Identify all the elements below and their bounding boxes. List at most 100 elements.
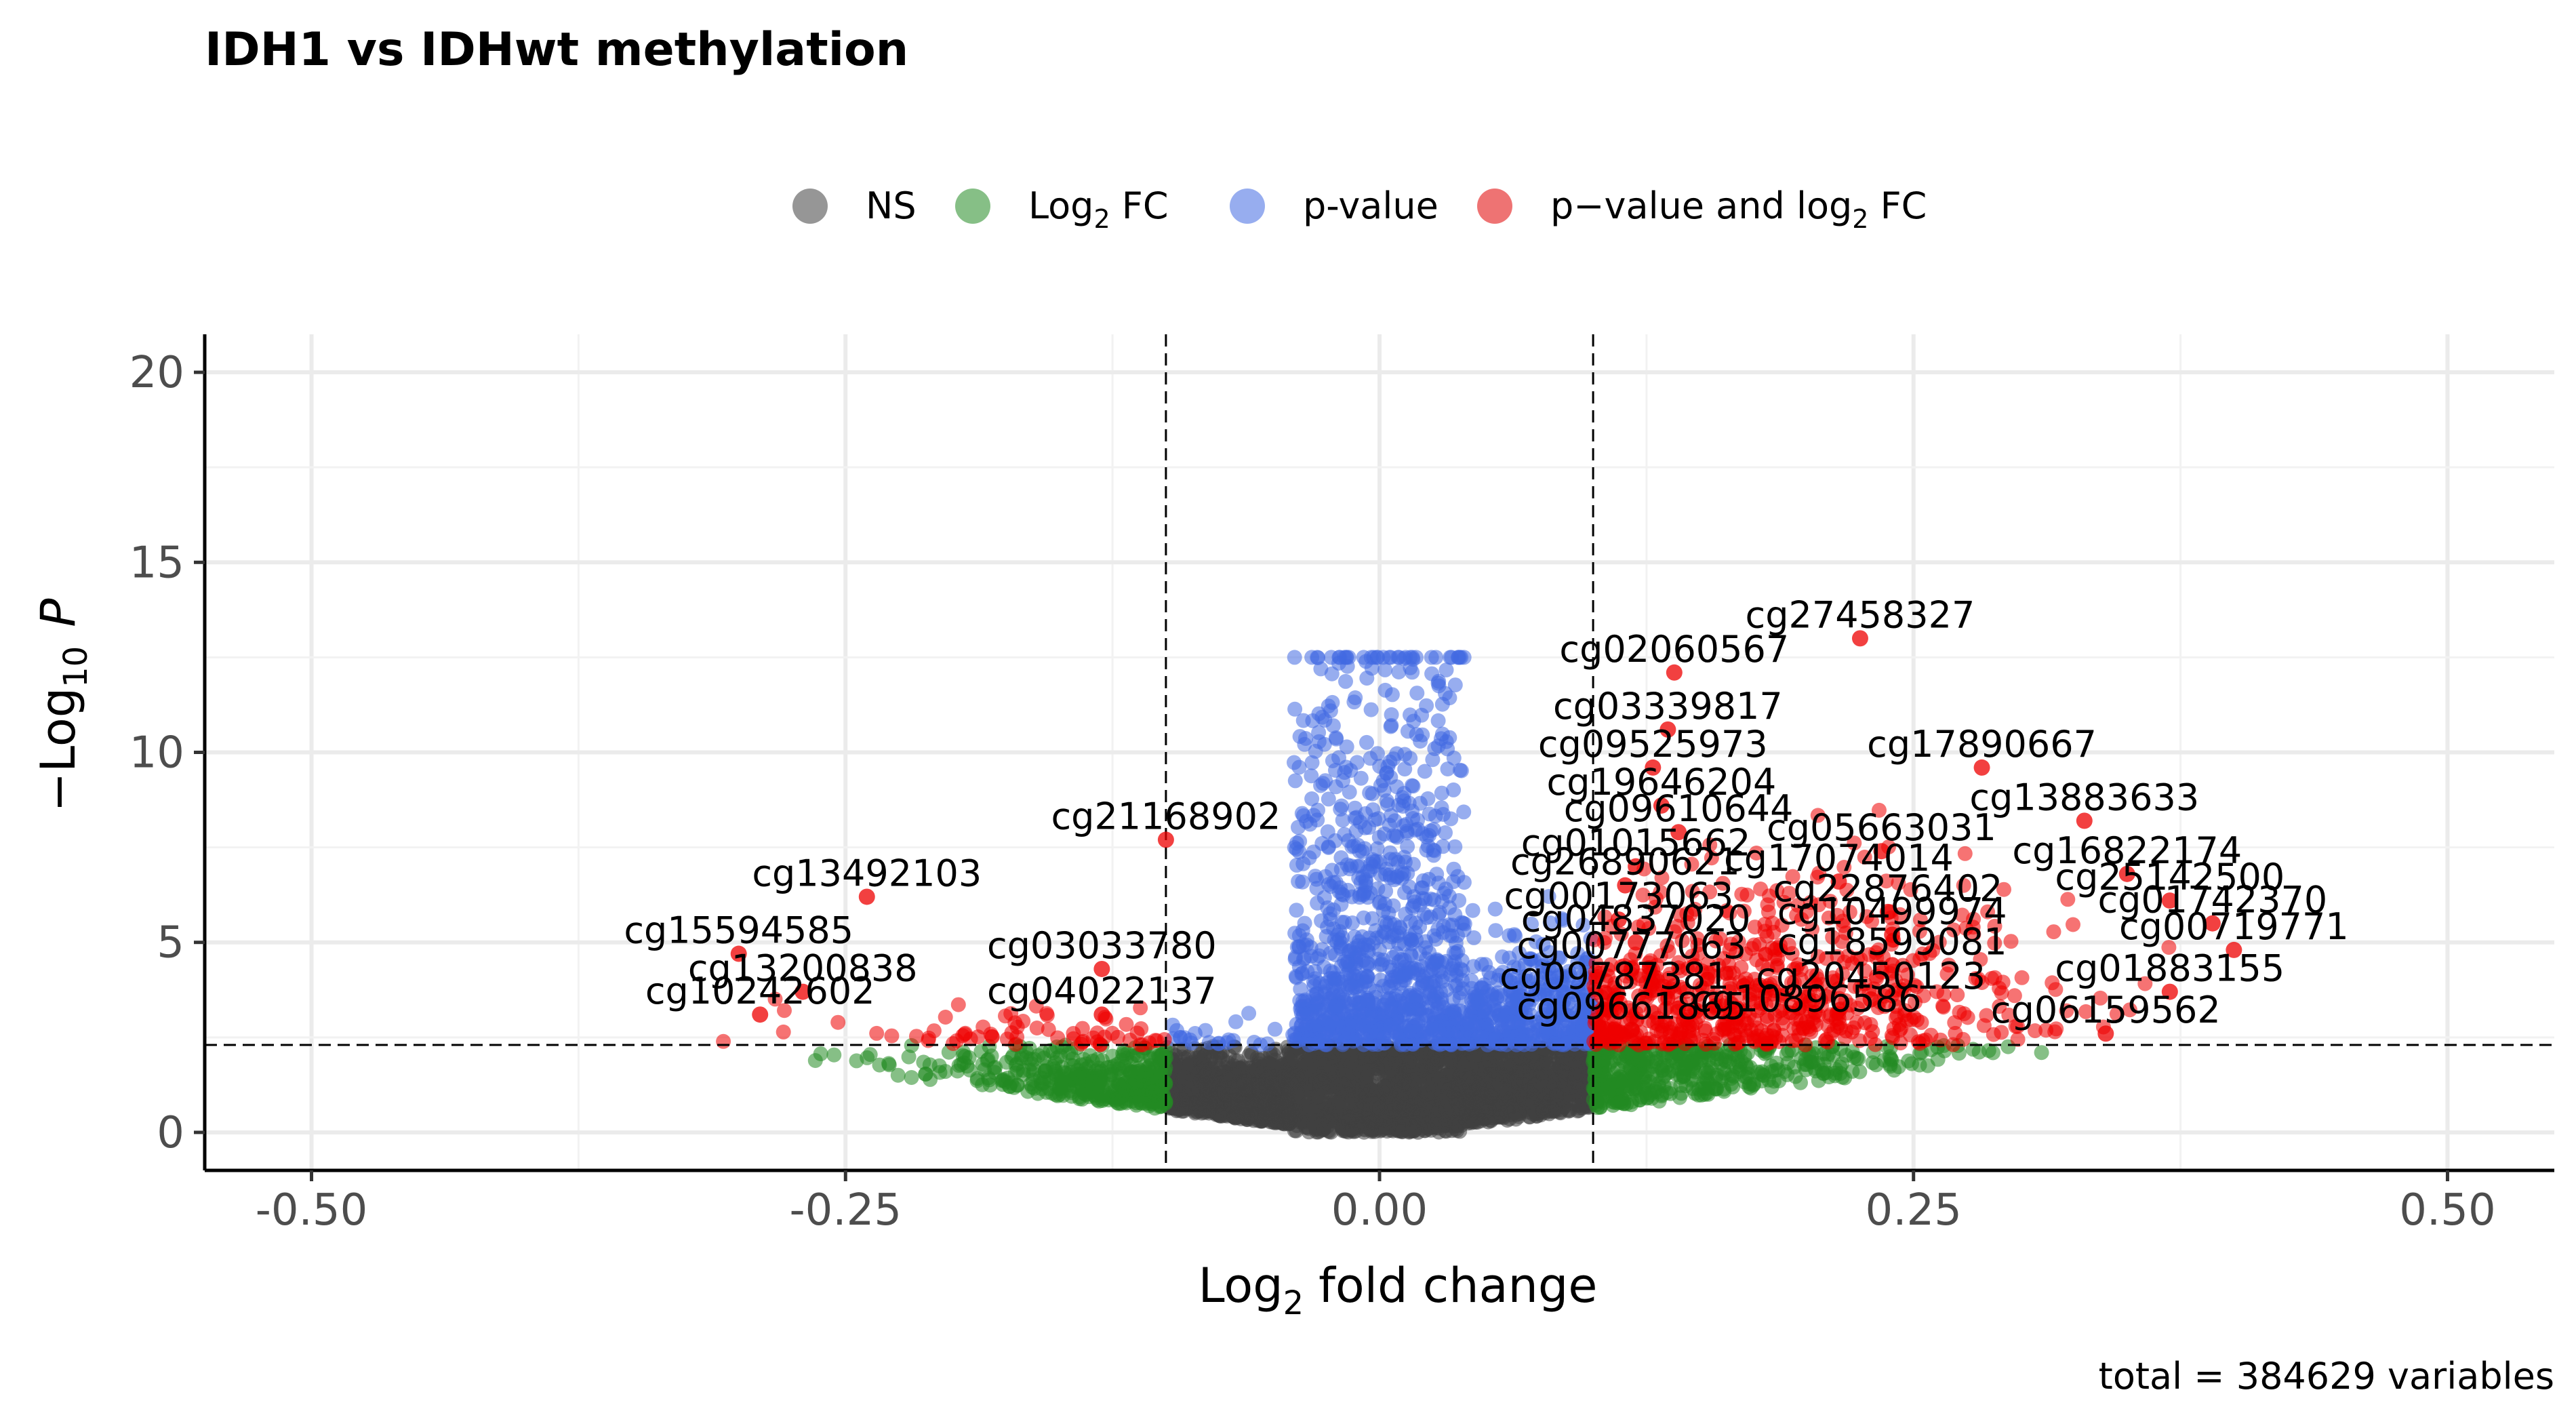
- data-point: [1199, 1089, 1214, 1105]
- data-point: [1334, 1076, 1350, 1092]
- data-point: [969, 1071, 985, 1086]
- data-point: [1468, 1114, 1483, 1130]
- data-point: [982, 1077, 998, 1093]
- points-layer: [716, 650, 2177, 1140]
- data-point: [1373, 778, 1388, 793]
- data-point: [1447, 1115, 1463, 1130]
- legend-item-both: p−value and log2 FC: [1477, 184, 1927, 234]
- data-point: [1251, 1052, 1267, 1068]
- data-point: [950, 1063, 965, 1079]
- data-point: [1541, 1060, 1556, 1075]
- data-point: [1147, 1101, 1163, 1116]
- data-point: [1129, 1064, 1145, 1080]
- data-point: [1589, 1077, 1604, 1092]
- data-point: [1405, 665, 1420, 680]
- legend-label-both: p−value and log2 FC: [1550, 184, 1927, 234]
- legend-label-text: NS: [866, 184, 917, 227]
- data-point: [1306, 1054, 1321, 1070]
- data-point: [1026, 1066, 1041, 1082]
- data-point: [1228, 1014, 1243, 1029]
- data-point: [1589, 1094, 1605, 1109]
- legend-key-fc: [955, 189, 990, 224]
- legend-label-suffix: FC: [1110, 184, 1169, 227]
- data-point: [1289, 857, 1304, 873]
- data-point: [1325, 753, 1340, 768]
- data-point: [1342, 1109, 1358, 1125]
- data-point: [1468, 1095, 1483, 1111]
- data-point: [1241, 1006, 1257, 1021]
- data-point: [1379, 793, 1394, 808]
- data-point: [1048, 1087, 1064, 1103]
- data-point: [1267, 1021, 1283, 1037]
- data-point: [973, 1044, 989, 1059]
- data-point: [1838, 1048, 1854, 1063]
- data-point: [1289, 903, 1304, 918]
- data-point: [2034, 1045, 2049, 1061]
- data-point: [1295, 713, 1311, 728]
- data-point: [1117, 1082, 1133, 1098]
- data-point: [1356, 910, 1371, 926]
- legend-label-fc: Log2 FC: [1028, 184, 1169, 234]
- legend-item-p: p-value: [1230, 184, 1438, 227]
- data-point: [1557, 1077, 1573, 1093]
- data-point: [1404, 1089, 1420, 1105]
- data-point: [1260, 1102, 1276, 1117]
- legend-key-ns: [792, 189, 828, 224]
- data-point: [1446, 782, 1462, 797]
- data-point: [1266, 1080, 1282, 1096]
- data-point: [955, 1048, 971, 1063]
- data-point: [1725, 1079, 1741, 1094]
- data-point: [1313, 778, 1329, 793]
- data-point: [1198, 1023, 1213, 1038]
- data-point: [1706, 1080, 1721, 1094]
- data-point: [1295, 1081, 1310, 1096]
- data-point: [904, 1070, 919, 1085]
- data-point: [1328, 1107, 1344, 1122]
- chart-title: IDH1 vs IDHwt methylation: [205, 23, 908, 77]
- data-point: [1413, 1107, 1429, 1123]
- data-point: [1488, 923, 1504, 938]
- data-point: [1410, 1067, 1426, 1083]
- data-point: [1002, 1079, 1017, 1094]
- data-point: [1430, 1052, 1446, 1067]
- data-point: [1045, 1059, 1061, 1075]
- data-point: [1451, 1077, 1467, 1093]
- data-point: [1157, 1051, 1173, 1067]
- data-point: [1687, 1086, 1703, 1101]
- data-point: [1334, 798, 1350, 814]
- legend-label-text: p-value: [1303, 184, 1438, 227]
- data-point: [1415, 873, 1431, 888]
- legend: NS Log2 FC p-value p−value and log2 FC: [792, 184, 1927, 234]
- data-point: [1177, 1086, 1192, 1102]
- data-point: [1370, 746, 1385, 762]
- data-point: [1390, 1075, 1405, 1090]
- data-point: [1363, 702, 1379, 717]
- data-point: [1640, 1090, 1655, 1105]
- data-point: [1335, 812, 1350, 828]
- data-point: [1343, 996, 1359, 1012]
- legend-label-text: Log: [1028, 184, 1093, 227]
- data-point: [1883, 1056, 1898, 1072]
- legend-item-ns: NS: [792, 184, 917, 227]
- data-point: [1344, 1090, 1360, 1105]
- data-point: [1179, 1070, 1194, 1086]
- data-point: [1435, 807, 1451, 822]
- legend-key-both: [1477, 189, 1512, 224]
- data-point: [1409, 686, 1425, 701]
- data-point: [1495, 1061, 1511, 1076]
- data-point: [1472, 1065, 1488, 1080]
- legend-key-p: [1230, 189, 1265, 224]
- data-point: [1306, 1115, 1322, 1130]
- data-point: [1215, 1052, 1230, 1067]
- data-point: [1513, 1063, 1529, 1078]
- data-point: [1323, 912, 1338, 927]
- data-point: [1456, 804, 1472, 820]
- data-point: [1281, 1108, 1297, 1124]
- data-point: [1287, 773, 1303, 789]
- data-point: [1384, 1103, 1399, 1119]
- data-point: [1446, 861, 1462, 877]
- data-point: [1455, 981, 1470, 997]
- data-point: [1234, 1063, 1249, 1079]
- data-point: [1603, 1083, 1618, 1099]
- data-point: [1447, 839, 1463, 854]
